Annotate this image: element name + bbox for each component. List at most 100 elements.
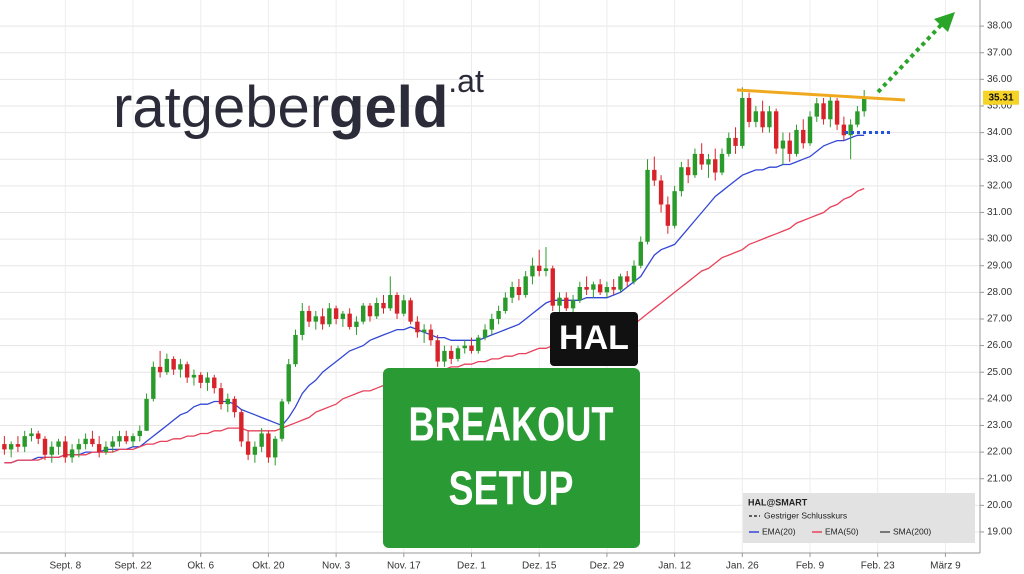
candle-body (665, 204, 671, 226)
y-tick-label: 34.00 (987, 127, 1012, 138)
candle-body (22, 436, 27, 447)
candle-body (692, 153, 698, 176)
candle-body (117, 436, 122, 442)
y-tick-label: 36.00 (987, 74, 1012, 85)
candle-body (300, 310, 305, 335)
y-tick-label: 27.00 (987, 314, 1012, 325)
legend-label: EMA(50) (825, 526, 859, 536)
candle-body (584, 287, 589, 290)
x-tick-label: Nov. 3 (322, 561, 351, 572)
candle-body (679, 167, 684, 192)
candle-body (164, 358, 170, 373)
candle-body (557, 297, 562, 306)
y-tick-label: 28.00 (987, 287, 1012, 298)
candle-body (658, 180, 664, 205)
candle-body (496, 310, 501, 319)
candle-body (42, 438, 48, 455)
candle-body (625, 276, 630, 282)
x-tick-label: Nov. 17 (387, 561, 421, 572)
candle-body (320, 316, 325, 325)
candle-body (455, 348, 461, 359)
axis-labels: 19.00 20.00 21.00 22.00 23.00 24.00 25.00 26.00… (49, 21, 1019, 572)
candle-body (489, 318, 495, 330)
candle-body (476, 337, 481, 351)
y-tick-label: 25.00 (987, 367, 1012, 378)
x-tick-label: Dez. 15 (522, 561, 557, 572)
candle-body (652, 169, 657, 181)
y-tick-label: 37.00 (987, 47, 1012, 58)
candle-body (604, 287, 610, 293)
candle-body (713, 159, 718, 173)
candle-body (861, 97, 867, 112)
candle-body (367, 305, 373, 317)
candle-body (232, 398, 237, 413)
candle-body (503, 297, 508, 311)
y-tick-label: 19.00 (987, 527, 1012, 538)
candle-body (259, 433, 264, 447)
candle-body (347, 313, 352, 327)
setup-line: SETUP (449, 463, 574, 516)
legend-label: Gestriger Schlusskurs (764, 510, 847, 520)
logo-main: ratgeber (113, 75, 329, 140)
x-tick-label: Jan. 26 (726, 561, 759, 572)
candle-body (834, 100, 840, 125)
candle-body (151, 366, 156, 399)
candle-body (631, 265, 637, 282)
candle-body (469, 345, 474, 351)
candle-body (63, 441, 68, 458)
candle-body (157, 366, 163, 373)
candle-body (767, 111, 772, 128)
candle-body (394, 295, 400, 314)
candle-body (685, 167, 691, 176)
candle-body (672, 191, 677, 226)
candle-body (8, 444, 14, 450)
setup-box (383, 368, 640, 548)
candle-body (83, 438, 88, 445)
candle-body (354, 321, 359, 327)
candle-body (733, 137, 738, 146)
candle-body (577, 287, 583, 301)
candle-body (29, 433, 34, 437)
y-tick-label: 26.00 (987, 340, 1012, 351)
candle-body (49, 446, 54, 455)
legend-title: HAL@SMART (748, 497, 808, 507)
candle-body (340, 313, 346, 319)
grid (0, 0, 980, 553)
candle-body (96, 444, 102, 453)
candle-body (313, 316, 319, 322)
candle-body (753, 111, 759, 122)
candle-body (611, 287, 616, 290)
logo-bold: geld (329, 75, 448, 140)
x-tick-label: Sept. 22 (114, 561, 152, 572)
y-tick-label: 35.00 (987, 101, 1012, 112)
y-tick-label: 30.00 (987, 234, 1012, 245)
candle-body (699, 153, 704, 165)
candle-body (239, 412, 244, 442)
candle-body (801, 129, 806, 144)
candle-body (110, 441, 115, 447)
candle-body (293, 334, 298, 365)
y-tick-label: 32.00 (987, 180, 1012, 191)
candle-body (509, 287, 515, 298)
candle-body (374, 302, 379, 317)
candle-body (327, 308, 332, 325)
candle-body (618, 276, 623, 290)
candle-body (381, 302, 386, 309)
candle-body (184, 364, 190, 378)
candle-body (286, 364, 291, 402)
candle-body (530, 265, 535, 277)
candle-body (537, 265, 542, 272)
legend-box (743, 493, 975, 543)
ma-line (4, 134, 865, 464)
candle-body (360, 305, 366, 322)
candle-body (523, 276, 528, 296)
candle-body (773, 111, 779, 149)
candle-body (746, 97, 752, 122)
candle-body (706, 159, 711, 165)
legend-label: SMA(200) (893, 526, 931, 536)
x-tick-label: März 9 (930, 561, 961, 572)
candle-body (205, 377, 210, 383)
y-tick-label: 21.00 (987, 473, 1012, 484)
legend-label: EMA(20) (762, 526, 796, 536)
candle-body (449, 350, 454, 359)
